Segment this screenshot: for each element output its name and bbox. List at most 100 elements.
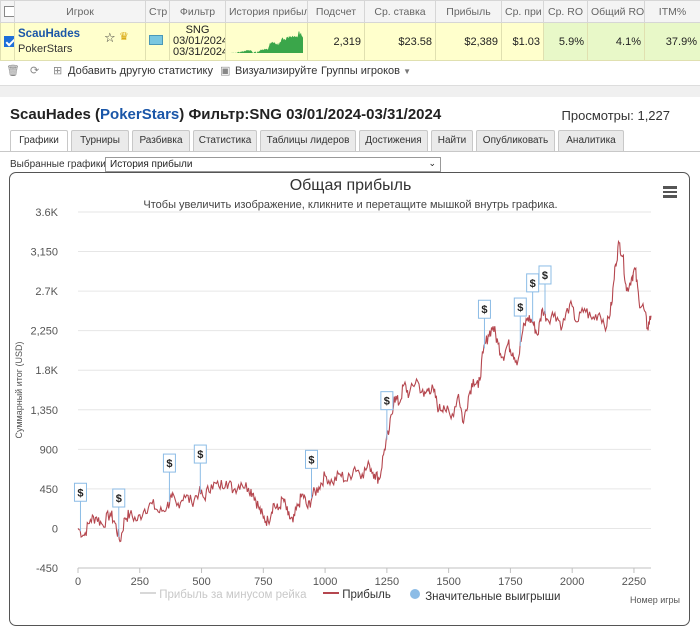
tab-search[interactable]: Найти bbox=[431, 130, 473, 151]
x-tick-label: 1250 bbox=[375, 576, 399, 588]
x-axis-title: Номер игры bbox=[630, 595, 680, 605]
col-header-itm[interactable]: ITM% bbox=[644, 0, 700, 23]
y-tick-label: 900 bbox=[40, 444, 58, 456]
trash-icon[interactable]: 🗑 bbox=[6, 65, 20, 77]
col-header-count[interactable]: Подсчет bbox=[307, 0, 365, 23]
chart-subtitle: Чтобы увеличить изображение, кликните и … bbox=[143, 199, 558, 211]
stats-table: Игрок Стр Фильтр История прибыл Подсчет … bbox=[0, 0, 700, 61]
player-name-link[interactable]: ScauHades bbox=[18, 28, 81, 40]
view-count: Просмотры: 1,227 bbox=[561, 108, 670, 123]
big-win-marker[interactable]: $ bbox=[73, 482, 87, 532]
x-tick-label: 2250 bbox=[622, 576, 646, 588]
big-win-marker-glyph: $ bbox=[542, 270, 548, 282]
big-win-marker-box bbox=[380, 391, 394, 411]
refresh-icon[interactable]: ⟳ bbox=[30, 65, 40, 77]
panel-player-name: ScauHades bbox=[10, 106, 91, 123]
filter-end-date: 03/31/2024 bbox=[173, 46, 226, 58]
tab-statistics[interactable]: Статистика bbox=[193, 130, 257, 151]
big-win-marker[interactable]: $ bbox=[477, 299, 491, 349]
table-row[interactable]: ScauHades PokerStars ☆ ♛ SNG 03/01/2024 … bbox=[0, 22, 700, 61]
big-win-marker[interactable]: $ bbox=[526, 273, 540, 322]
big-win-marker-glyph: $ bbox=[481, 304, 487, 316]
tab-analytics[interactable]: Аналитика bbox=[558, 130, 624, 151]
y-tick-label: 2,250 bbox=[30, 326, 58, 338]
image-icon[interactable]: ▣ bbox=[220, 65, 231, 77]
profit-cell: $2,389 bbox=[435, 22, 502, 61]
visualize-button[interactable]: Визуализируйте bbox=[235, 65, 318, 77]
tab-divider bbox=[0, 151, 700, 152]
itm-cell: 37.9% bbox=[644, 22, 700, 61]
select-all-checkbox[interactable] bbox=[4, 6, 14, 18]
menu-icon[interactable] bbox=[663, 186, 677, 198]
tab-tournaments[interactable]: Турниры bbox=[71, 130, 129, 151]
x-tick-label: 1750 bbox=[498, 576, 522, 588]
big-win-marker-glyph: $ bbox=[116, 493, 122, 505]
legend-item-rakeless[interactable]: Прибыль за минусом рейка bbox=[140, 588, 306, 601]
legend-label-rakeless: Прибыль за минусом рейка bbox=[159, 588, 307, 601]
tab-charts[interactable]: Графики bbox=[10, 130, 68, 152]
col-header-profit-history[interactable]: История прибыл bbox=[225, 0, 308, 23]
x-tick-label: 750 bbox=[254, 576, 272, 588]
y-tick-label: 2.7K bbox=[35, 286, 58, 298]
big-win-marker[interactable]: $ bbox=[162, 453, 176, 503]
y-tick-label: 0 bbox=[52, 523, 58, 535]
big-win-marker[interactable]: $ bbox=[380, 391, 394, 440]
legend-label-big-wins: Значительные выигрыши bbox=[425, 590, 561, 603]
legend-item-big-wins[interactable]: Значительные выигрыши bbox=[408, 588, 560, 603]
country-cell bbox=[145, 22, 170, 61]
avg-stake-cell: $23.58 bbox=[364, 22, 436, 61]
add-stats-button[interactable]: Добавить другую статистику bbox=[68, 65, 213, 77]
panel-room-link[interactable]: PokerStars bbox=[100, 106, 180, 123]
filter-type: SNG bbox=[185, 24, 210, 36]
add-icon[interactable]: ⊞ bbox=[53, 65, 63, 77]
big-win-marker-box bbox=[162, 453, 176, 473]
section-divider bbox=[0, 85, 700, 97]
tab-breakdown[interactable]: Разбивка bbox=[132, 130, 190, 151]
legend-dot-big-wins bbox=[410, 589, 420, 599]
chart-select[interactable]: История прибыли ⌄ bbox=[105, 157, 441, 172]
big-win-marker-box bbox=[73, 482, 87, 502]
total-roi-cell: 4.1% bbox=[587, 22, 645, 61]
chevron-down-icon: ▼ bbox=[403, 67, 411, 76]
medal-icon: ♛ bbox=[119, 31, 129, 43]
row-checkbox[interactable] bbox=[4, 36, 14, 48]
col-header-avg-roi[interactable]: Ср. RO bbox=[543, 0, 588, 23]
y-tick-label: 450 bbox=[40, 484, 58, 496]
big-win-marker[interactable]: $ bbox=[112, 488, 126, 538]
col-header-profit[interactable]: Прибыль bbox=[435, 0, 502, 23]
col-header-total-roi[interactable]: Общий RO bbox=[587, 0, 645, 23]
big-win-marker-box bbox=[304, 449, 318, 469]
big-win-marker-box bbox=[538, 265, 552, 285]
col-header-player[interactable]: Игрок bbox=[14, 0, 146, 23]
big-win-marker[interactable]: $ bbox=[193, 444, 207, 494]
selected-charts-label: Выбранные графики: bbox=[10, 159, 109, 170]
col-header-filter[interactable]: Фильтр bbox=[169, 0, 226, 23]
player-room: PokerStars bbox=[18, 43, 73, 55]
legend-item-profit[interactable]: Прибыль bbox=[323, 588, 391, 601]
col-header-country[interactable]: Стр bbox=[145, 0, 170, 23]
col-header-avg-profit[interactable]: Ср. при bbox=[501, 0, 544, 23]
chart-container[interactable]: -450 0 450 900 1,350 1.8K 2,250 2.7K 3,150 3.6K 0 2… bbox=[9, 172, 690, 626]
big-win-marker-glyph: $ bbox=[77, 487, 83, 499]
legend-line-rakeless bbox=[140, 592, 156, 594]
legend-label-profit: Прибыль bbox=[342, 588, 391, 601]
big-win-marker[interactable]: $ bbox=[538, 265, 552, 314]
row-select-cell[interactable] bbox=[0, 22, 15, 61]
col-header-avg-stake[interactable]: Ср. ставка bbox=[364, 0, 436, 23]
tab-achievements[interactable]: Достижения bbox=[359, 130, 428, 151]
star-icon[interactable]: ☆ bbox=[104, 30, 116, 45]
x-tick-label: 1000 bbox=[313, 576, 337, 588]
tab-leaderboards[interactable]: Таблицы лидеров bbox=[260, 130, 356, 151]
panel-filter: Фильтр:SNG 03/01/2024-03/31/2024 bbox=[188, 106, 442, 123]
legend-line-profit bbox=[323, 592, 339, 594]
player-groups-dropdown[interactable]: Группы игроков ▼ bbox=[321, 65, 411, 77]
profit-history-cell[interactable] bbox=[225, 22, 308, 61]
profit-chart[interactable]: -450 0 450 900 1,350 1.8K 2,250 2.7K 3,150 3.6K 0 2… bbox=[10, 173, 691, 627]
big-win-marker[interactable]: $ bbox=[513, 297, 527, 347]
profit-sparkline[interactable] bbox=[229, 30, 303, 53]
big-win-marker[interactable]: $ bbox=[304, 449, 318, 499]
tab-publish[interactable]: Опубликовать bbox=[476, 130, 555, 151]
stats-header-row: Игрок Стр Фильтр История прибыл Подсчет … bbox=[0, 0, 700, 23]
select-all-header[interactable] bbox=[0, 0, 15, 23]
x-tick-label: 500 bbox=[192, 576, 210, 588]
